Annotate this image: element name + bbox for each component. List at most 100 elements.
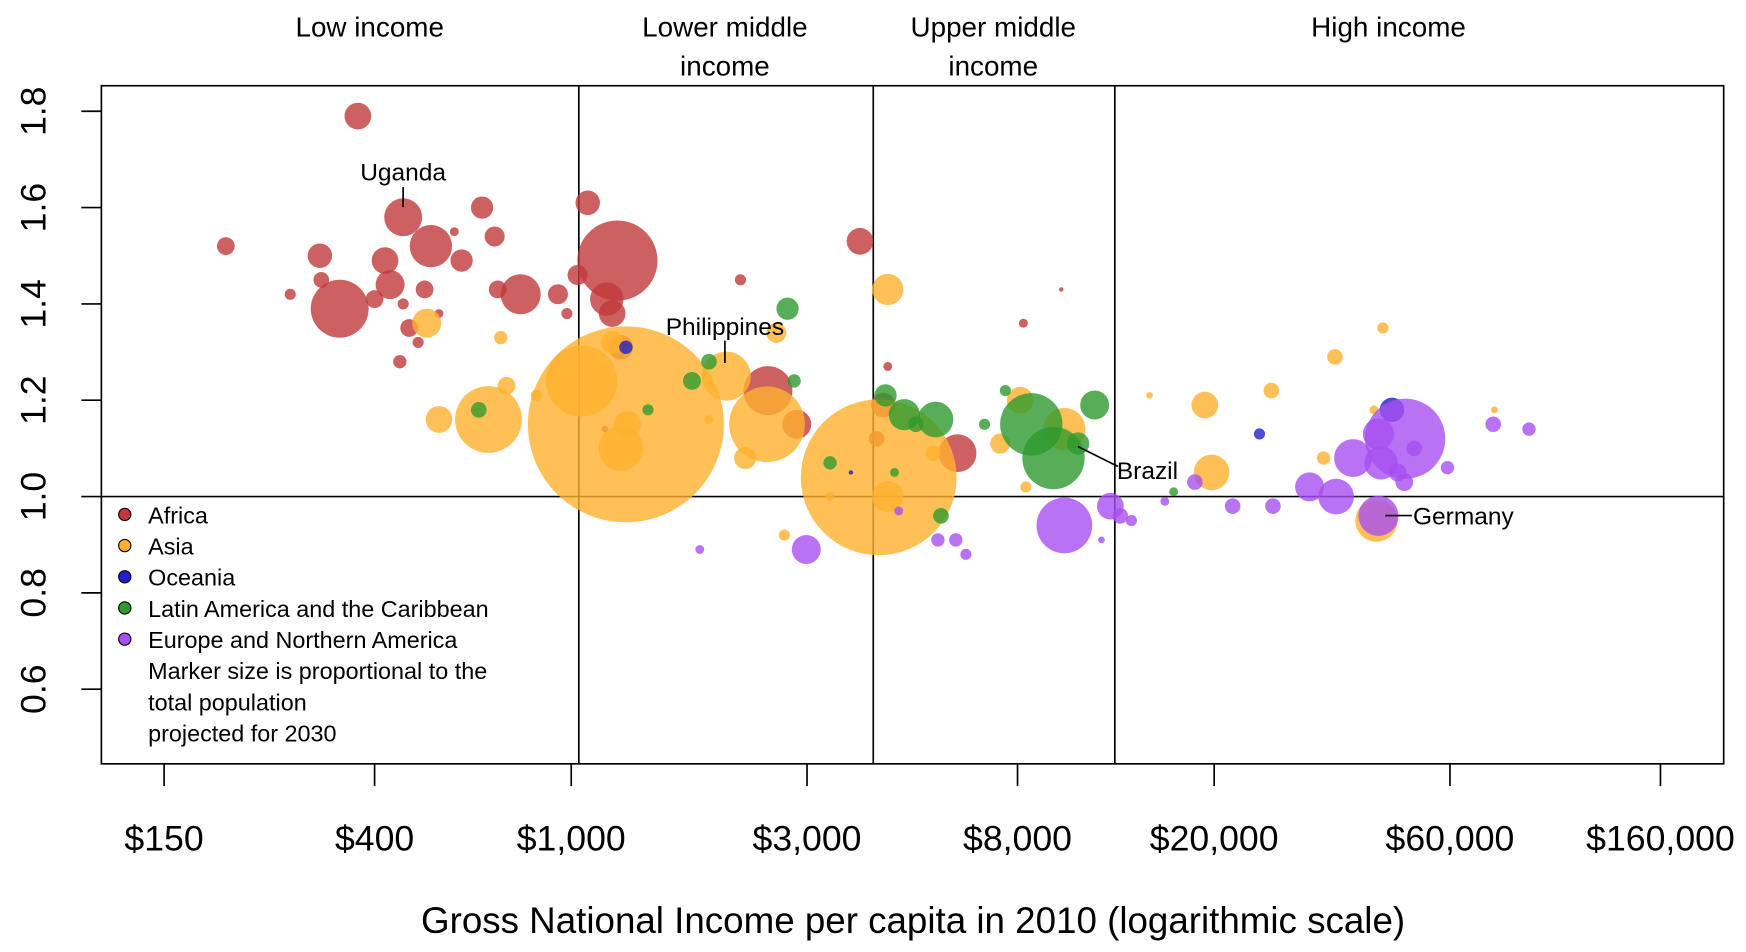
bubble <box>1358 495 1399 536</box>
legend: Africa Asia Oceania Latin America and the C… <box>118 502 489 747</box>
bubble <box>1318 478 1354 515</box>
bubble <box>344 102 372 130</box>
bubble <box>494 330 508 345</box>
bubble <box>561 307 573 320</box>
bubble <box>450 249 473 272</box>
bubble <box>1191 391 1219 419</box>
bubble <box>1395 473 1414 491</box>
legend-label: Africa <box>148 502 208 528</box>
bubble <box>978 418 991 430</box>
y-tick-label: 1.2 <box>14 375 54 425</box>
bubble <box>1522 422 1536 436</box>
bubble <box>960 548 972 560</box>
bubble <box>375 270 405 300</box>
bubbles <box>216 102 1536 564</box>
bubble <box>384 198 423 237</box>
bubble <box>734 274 747 286</box>
bubble <box>1224 498 1241 514</box>
bubble <box>933 508 949 524</box>
bubble <box>729 386 805 463</box>
bubble <box>999 385 1011 397</box>
bubble <box>614 410 641 438</box>
annotation-leader <box>1077 445 1119 468</box>
x-tick-label: $1,000 <box>517 819 626 859</box>
bubble <box>701 353 717 370</box>
bubble <box>598 300 626 327</box>
income-group-label: Lower middle <box>642 12 808 43</box>
legend-label: Latin America and the Caribbean <box>148 596 488 622</box>
bubble <box>497 376 516 395</box>
x-tick-label: $400 <box>335 819 414 859</box>
legend-marker <box>118 570 132 584</box>
bubble <box>577 220 658 301</box>
bubble <box>619 340 633 354</box>
bubble <box>1377 322 1389 334</box>
bubble <box>1491 406 1498 414</box>
bubble <box>1295 472 1325 502</box>
bubble <box>894 506 904 516</box>
bubble <box>393 355 407 369</box>
bubble <box>1018 318 1028 328</box>
bubble <box>1440 460 1455 475</box>
bubble <box>598 426 644 471</box>
bubble <box>530 389 542 401</box>
bubble <box>1146 392 1153 399</box>
x-tick-label: $3,000 <box>753 819 862 859</box>
income-group-label: Low income <box>295 12 444 43</box>
bubble <box>371 247 399 274</box>
legend-note: projected for 2030 <box>148 721 336 747</box>
x-tick-label: $60,000 <box>1386 819 1515 859</box>
bubble <box>874 384 897 407</box>
y-tick-label: 0.8 <box>14 568 54 618</box>
bubble <box>488 280 507 299</box>
bubble <box>704 415 714 424</box>
legend-note: Marker size is proportional to the <box>148 658 487 684</box>
bubble <box>1169 487 1179 497</box>
bubble <box>567 264 588 286</box>
y-tick-label: 1.4 <box>14 279 54 329</box>
bubble <box>734 446 757 470</box>
legend-label: Europe and Northern America <box>148 627 457 653</box>
bubble <box>412 336 424 348</box>
bubble <box>500 274 541 315</box>
bubble <box>695 545 705 554</box>
bubble <box>766 322 787 343</box>
y-tick-label: 1.0 <box>14 472 54 522</box>
bubble <box>907 416 924 433</box>
bubble <box>470 402 487 418</box>
legend-note: total population <box>148 689 307 715</box>
bubble <box>1112 508 1129 524</box>
bubble <box>1485 416 1502 433</box>
bubble <box>601 331 624 354</box>
income-group-label: income <box>948 51 1038 82</box>
plot-frame <box>100 84 1725 765</box>
bubble <box>412 308 442 338</box>
bubble <box>1362 418 1395 450</box>
bubble <box>425 406 453 433</box>
bubble <box>313 272 330 288</box>
bubble <box>642 404 654 416</box>
bubble <box>310 279 369 338</box>
y-tick-label: 1.6 <box>14 183 54 233</box>
y-tick-label: 1.8 <box>14 86 54 136</box>
bubble <box>484 226 505 247</box>
legend-label: Asia <box>148 533 193 559</box>
bubble <box>890 468 899 477</box>
bubble <box>917 401 954 438</box>
annotation: Germany <box>1413 503 1514 530</box>
x-tick-label: $150 <box>124 819 203 859</box>
bubble <box>1036 497 1093 554</box>
legend-marker <box>118 507 132 522</box>
bubble <box>397 298 409 310</box>
bubble <box>949 533 963 547</box>
bubble <box>1080 390 1110 420</box>
bubble <box>1263 382 1280 399</box>
bubble <box>1406 440 1423 457</box>
bubble <box>1125 515 1137 527</box>
bubble <box>787 374 801 388</box>
bubble <box>216 237 235 256</box>
legend-marker <box>118 538 132 553</box>
bubble <box>778 529 790 541</box>
x-axis-label: Gross National Income per capita in 2010… <box>421 900 1405 941</box>
bubble <box>776 297 799 320</box>
